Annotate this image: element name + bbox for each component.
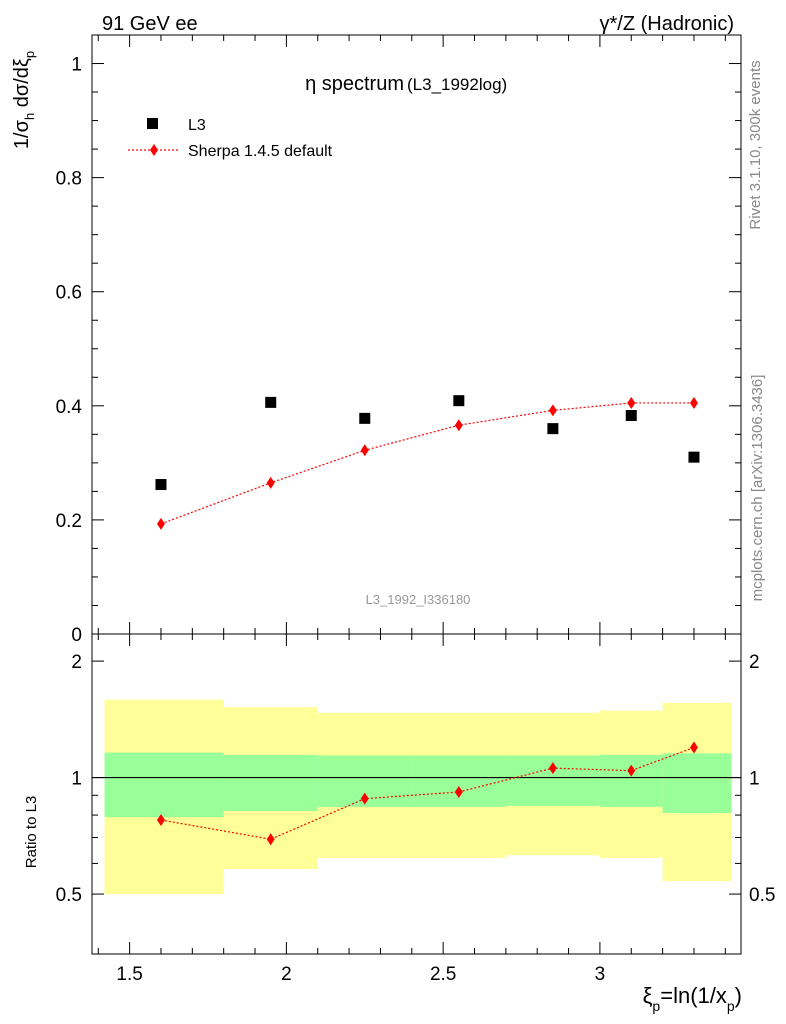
rivet-label: Rivet 3.1.10, 300k events [747,60,764,229]
analysis-watermark: L3_1992_I336180 [366,592,471,607]
ratio-band-inner [223,754,318,811]
ratio-point [360,792,369,805]
main-y-tick-label: 1 [71,55,82,76]
ratio-band-inner [104,752,224,818]
ratio-point [627,764,636,777]
data-point [453,395,465,407]
mc-series-line [160,402,694,525]
main-y-tick-label: 0 [71,625,82,646]
ratio-y-axis-title: Ratio to L3 [23,796,40,869]
ratio-point [266,833,275,846]
mc-series-markers [156,396,698,530]
legend-data-label: L3 [188,117,206,134]
ratio-point [548,762,557,775]
ratio-y-tick-label-right: 2 [749,652,760,673]
mc-point [548,404,557,417]
data-point [547,423,559,435]
ratio-y-tick-labels: 0.5 0.5 1 1 2 2 [56,652,776,906]
mc-point [689,396,698,409]
ratio-panel: 0.5 0.5 1 1 2 2 1.5 2 2.5 3 [56,35,776,985]
mc-point [627,396,636,409]
x-axis-title: ξp=ln(1/xp) [643,983,742,1014]
x-tick-labels: 1.5 2 2.5 3 [116,964,605,985]
mc-point [360,444,369,457]
legend-mc-marker [150,144,158,156]
ratio-y-tick-label-right: 1 [749,769,760,790]
ratio-point [454,785,463,798]
ratio-y-tick-label-right: 0.5 [749,885,775,906]
data-point [688,451,700,463]
ratio-uncertainty-bands [104,699,732,895]
data-point [359,412,371,424]
plot-subtitle: (L3_1992log) [407,75,507,94]
main-y-tick-label: 0.6 [56,283,82,304]
x-tick-label: 3 [595,964,606,985]
header-left: 91 GeV ee [102,13,198,35]
plot-title: η spectrum [305,73,404,95]
main-y-tick-label: 0.4 [56,397,83,418]
legend: L3 Sherpa 1.4.5 default [128,117,333,160]
legend-mc-label: Sherpa 1.4.5 default [188,143,333,160]
header-right: γ*/Z (Hadronic) [600,13,734,35]
ratio-point [689,741,698,754]
ratio-series-markers [156,741,698,846]
ratio-y-tick-label: 1 [71,769,82,790]
ratio-band-inner [411,755,506,807]
main-y-tick-label: 0.2 [56,511,82,532]
main-axis-ticks [92,35,741,954]
svg-text:ξp=ln(1/xp): ξp=ln(1/xp) [643,983,742,1014]
legend-data-marker [147,118,158,129]
ratio-y-tick-label: 0.5 [56,885,82,906]
ratio-band-inner [662,753,732,813]
mc-point [454,419,463,432]
data-series-markers [155,395,700,491]
data-point [155,479,167,491]
mcplots-label: mcplots.cern.ch [arXiv:1306.3436] [749,375,766,602]
data-point [625,410,637,422]
mc-point [266,476,275,489]
svg-text:1/σh dσ/dξp: 1/σh dσ/dξp [11,51,37,149]
x-tick-label: 1.5 [116,964,142,985]
mc-point [156,517,165,530]
x-tick-label: 2 [281,964,292,985]
ratio-plot-frame [91,633,742,955]
data-point [265,396,277,408]
ratio-y-tick-label: 2 [71,652,82,673]
x-tick-label: 2.5 [430,964,456,985]
ratio-axis-ticks [92,35,741,954]
main-y-tick-labels: 0 0.2 0.4 0.6 0.8 1 [56,55,83,646]
ratio-band-inner [599,754,663,807]
main-y-axis-title: 1/σh dσ/dξp [11,51,37,149]
main-y-tick-label: 0.8 [56,169,82,190]
ratio-point [156,813,165,826]
